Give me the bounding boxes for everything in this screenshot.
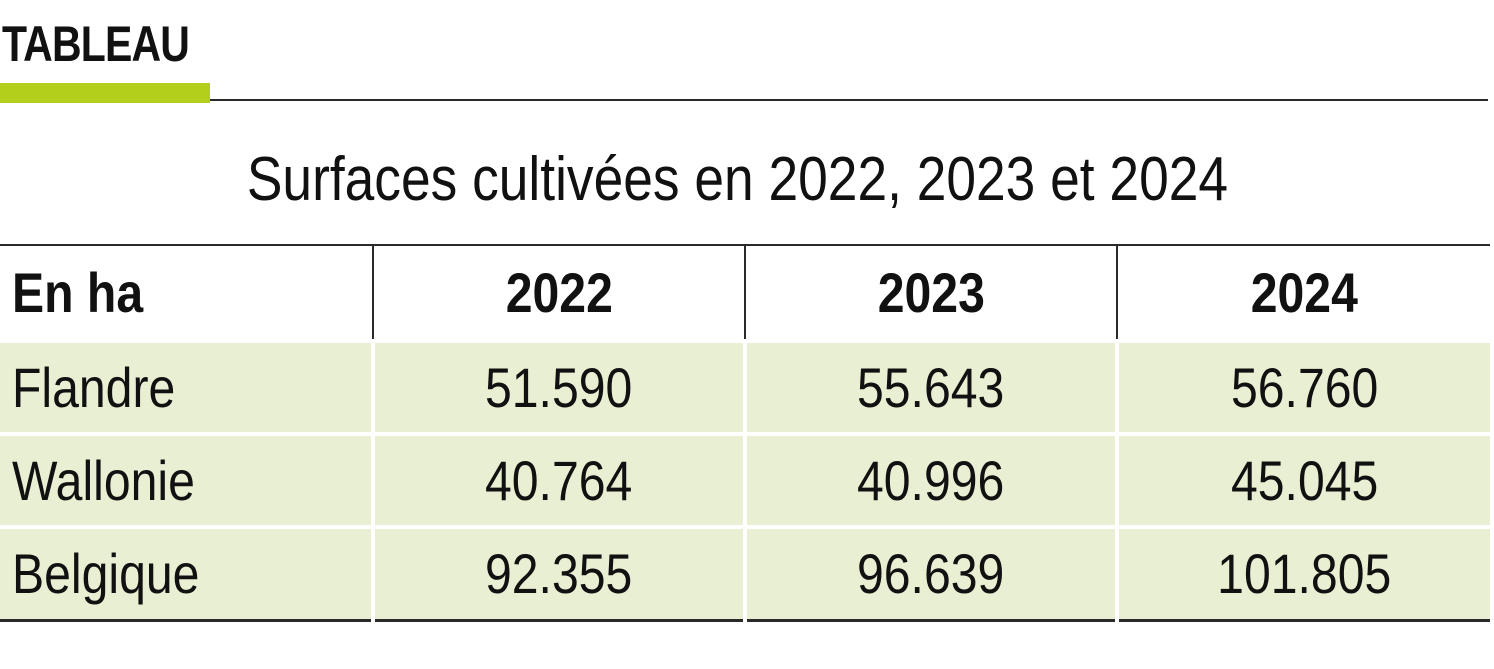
table-cell: 101.805: [1115, 525, 1490, 622]
table-title-text: Surfaces cultivées en 2022, 2023 et 2024: [246, 145, 1228, 214]
table-row-belgique: Belgique 92.355 96.639 101.805: [0, 525, 1490, 622]
data-table: En ha 2022 2023 2024 Flandre 51.590 55.6…: [0, 244, 1490, 622]
row-label: Belgique: [0, 525, 373, 622]
column-header-2024: 2024: [1116, 244, 1490, 341]
column-header-2023: 2023: [744, 244, 1117, 341]
table-header-row: En ha 2022 2023 2024: [0, 244, 1490, 341]
table-cell: 40.996: [743, 432, 1117, 527]
table-cell: 55.643: [743, 339, 1117, 434]
table-title: Surfaces cultivées en 2022, 2023 et 2024: [0, 140, 1474, 220]
section-tag-accent-bar: [0, 83, 210, 103]
table-cell: 51.590: [371, 339, 745, 434]
row-label: Wallonie: [0, 432, 373, 527]
table-row-flandre: Flandre 51.590 55.643 56.760: [0, 339, 1490, 434]
column-header-2022: 2022: [372, 244, 745, 341]
table-cell: 45.045: [1115, 432, 1490, 527]
table-row-wallonie: Wallonie 40.764 40.996 45.045: [0, 432, 1490, 527]
row-label: Flandre: [0, 339, 373, 434]
column-header-unit: En ha: [0, 244, 373, 341]
table-cell: 40.764: [371, 432, 745, 527]
table-cell: 56.760: [1115, 339, 1490, 434]
table-cell: 96.639: [743, 525, 1117, 622]
table-cell: 92.355: [371, 525, 745, 622]
section-divider: [210, 99, 1488, 101]
section-tag: TABLEAU: [2, 16, 190, 72]
